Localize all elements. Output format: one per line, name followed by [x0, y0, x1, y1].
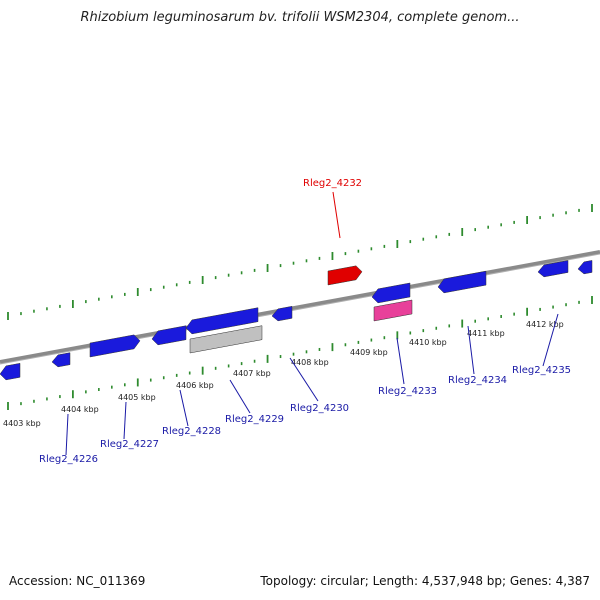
gene-feature-highlight_cds-7	[327, 265, 363, 286]
inner-tick-ring	[7, 296, 593, 410]
scale-tick-label: 4404 kbp	[61, 405, 99, 414]
gene-label: Rleg2_4233	[378, 386, 437, 397]
gene-label-leader	[332, 191, 341, 239]
gene-features	[0, 260, 593, 381]
scale-tick-label: 4405 kbp	[118, 393, 156, 402]
scale-tick-label: 4411 kbp	[467, 329, 505, 338]
gene-label: Rleg2_4234	[448, 375, 507, 386]
scale-labels: 4403 kbp 4404 kbp 4405 kbp 4406 kbp 4407 kbp…	[3, 320, 564, 428]
scale-tick-label: 4407 kbp	[233, 369, 271, 378]
gene-feature-cds-1	[51, 352, 71, 368]
gene-label-leader	[396, 337, 405, 385]
gene-feature-cds-4	[185, 307, 259, 335]
gene-label: Rleg2_4227	[100, 439, 159, 450]
gene-label-leader	[542, 313, 559, 367]
gene-feature-cds-0	[0, 362, 21, 381]
gene-label: Rleg2_4232	[303, 178, 362, 189]
gene-feature-cds-11	[537, 260, 569, 278]
scale-tick-label: 4410 kbp	[409, 338, 447, 347]
gene-label: Rleg2_4230	[290, 403, 349, 414]
gene-feature-cds-10	[437, 270, 487, 294]
gene-label-leaders	[65, 191, 559, 456]
gene-feature-cds-2	[89, 334, 141, 358]
scale-tick-label: 4403 kbp	[3, 419, 41, 428]
gene-label-leader	[65, 413, 69, 456]
map-title: Rhizobium leguminosarum bv. trifolii WSM…	[80, 10, 520, 25]
gene-label: Rleg2_4226	[39, 454, 98, 465]
accession-text: Accession: NC_011369	[9, 574, 146, 588]
gene-feature-cds-3	[151, 325, 187, 346]
outer-tick-ring	[7, 204, 593, 320]
scale-tick-label: 4412 kbp	[526, 320, 564, 329]
gene-feature-cds-8	[371, 282, 411, 304]
gene-label-leader	[289, 357, 319, 402]
scale-tick-label: 4409 kbp	[350, 348, 388, 357]
gene-label: Rleg2_4228	[162, 426, 221, 437]
gene-feature-cds-12	[577, 260, 593, 275]
gene-label-leader	[467, 325, 475, 375]
gene-label-leader	[123, 401, 127, 440]
gene-label-leader	[179, 389, 189, 427]
scale-tick-label: 4408 kbp	[291, 358, 329, 367]
gene-label: Rleg2_4235	[512, 365, 571, 376]
gene-feature-pseudo-5	[189, 325, 263, 354]
gene-label: Rleg2_4229	[225, 414, 284, 425]
gene-feature-cds-6	[271, 305, 293, 322]
genome-stats-text: Topology: circular; Length: 4,537,948 bp…	[260, 574, 590, 588]
gene-feature-rna-9	[373, 299, 413, 322]
scale-tick-label: 4406 kbp	[176, 381, 214, 390]
gene-label-leader	[229, 379, 251, 414]
